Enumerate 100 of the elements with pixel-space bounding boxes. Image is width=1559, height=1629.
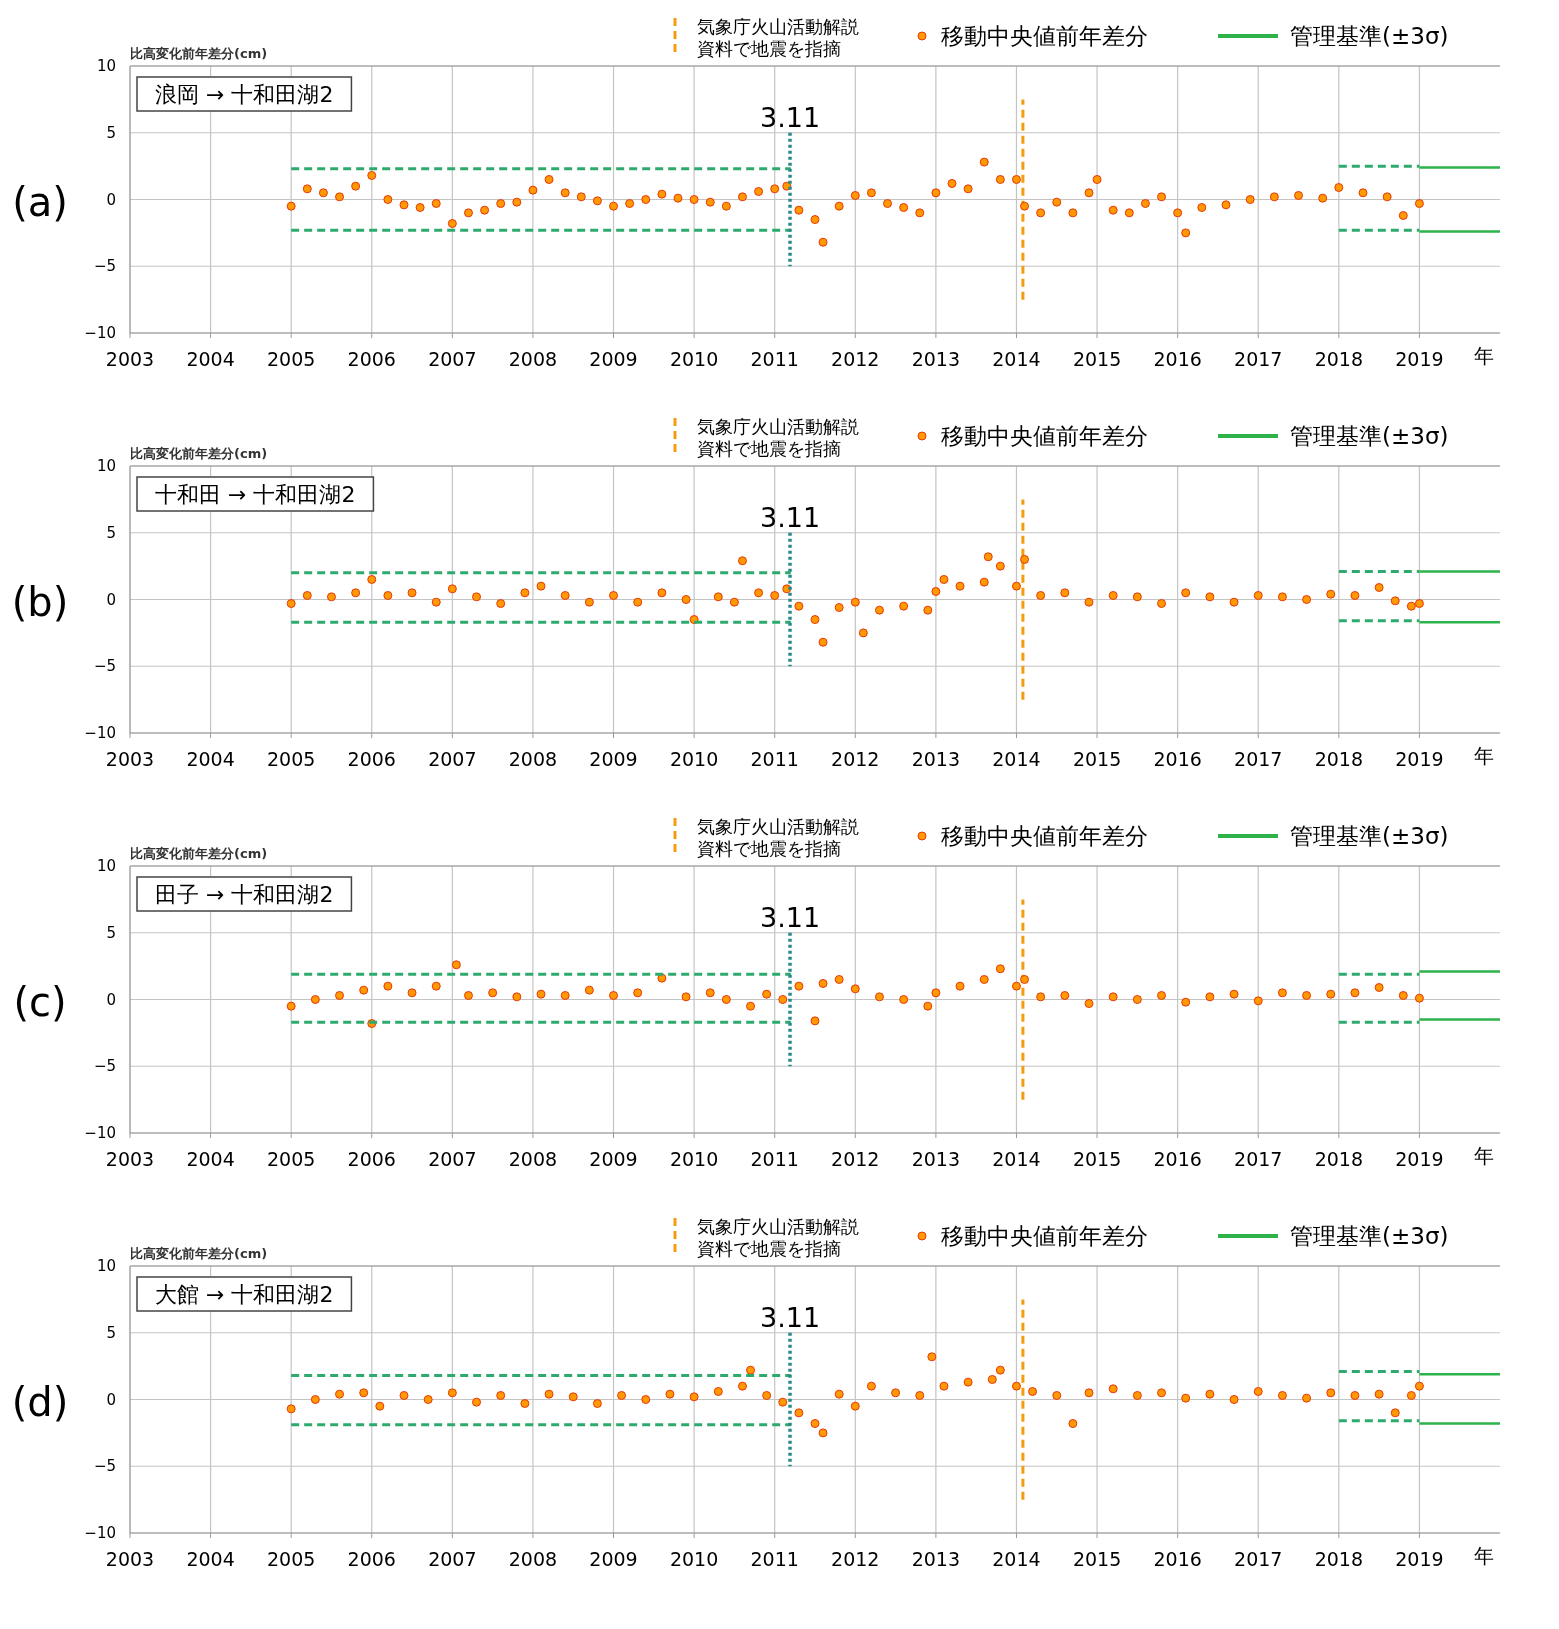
legend-label: 移動中央値前年差分 <box>941 23 1148 49</box>
x-tick-label: 2012 <box>831 348 880 370</box>
y-tick-label: −5 <box>93 657 116 676</box>
y-tick-label: 5 <box>106 123 116 142</box>
y-tick-label: 10 <box>96 57 116 75</box>
point <box>447 1388 457 1398</box>
point <box>891 1388 901 1398</box>
point <box>810 1419 820 1429</box>
y-tick-label: −5 <box>93 1057 116 1076</box>
point <box>955 981 965 991</box>
point <box>1277 988 1287 998</box>
point <box>1011 981 1021 991</box>
point <box>1326 1388 1336 1398</box>
point <box>681 992 691 1002</box>
text: (c) <box>13 979 67 1025</box>
point <box>592 1399 602 1409</box>
point <box>850 1401 860 1411</box>
x-tick-label: 2006 <box>347 348 396 370</box>
x-tick-label: 2006 <box>347 748 396 770</box>
x-tick-label: 2005 <box>267 348 316 370</box>
y-tick-label: −10 <box>84 1524 116 1542</box>
point <box>721 995 731 1004</box>
point <box>866 1381 876 1391</box>
x-tick-label: 2007 <box>428 748 477 770</box>
point <box>472 1397 482 1407</box>
x-tick-label: 2007 <box>428 1148 477 1170</box>
point <box>1326 989 1336 999</box>
x-tick-label: 2016 <box>1153 1548 1202 1570</box>
annotation: 3.11 <box>759 501 821 533</box>
point <box>359 1388 369 1398</box>
x-tick-label: 2012 <box>831 748 880 770</box>
x-tick-label: 2008 <box>508 348 558 370</box>
legend-label: 管理基準(±3σ) <box>1290 823 1449 849</box>
point <box>762 989 772 999</box>
y-axis-title: 比高変化前年差分(cm) <box>130 846 268 861</box>
point <box>1028 1386 1038 1396</box>
x-tick-label: 2018 <box>1314 1548 1363 1570</box>
text: (d) <box>11 1379 69 1425</box>
y-tick-label: 10 <box>96 457 116 475</box>
point <box>383 981 393 991</box>
x-tick-label: 2014 <box>992 1148 1041 1170</box>
x-tick-label: 2011 <box>750 1548 799 1570</box>
x-tick-label: 2003 <box>105 748 155 770</box>
x-axis-title: 年 <box>1474 1144 1494 1168</box>
y-tick-label: −10 <box>84 1124 116 1142</box>
point <box>1108 1384 1118 1394</box>
x-tick-label: 2003 <box>105 1548 155 1570</box>
y-tick-label: 0 <box>106 990 116 1009</box>
x-tick-label: 2016 <box>1153 348 1202 370</box>
point <box>1084 999 1094 1009</box>
point <box>1302 1393 1312 1403</box>
x-axis-title: 年 <box>1474 1544 1494 1568</box>
point <box>995 964 1005 974</box>
x-tick-label: 2012 <box>831 1148 880 1170</box>
x-tick-label: 2011 <box>750 348 799 370</box>
legend-label: 気象庁火山活動解説資料で地震を指摘 <box>697 816 859 859</box>
point <box>1253 996 1263 1006</box>
y-tick-label: 5 <box>106 1323 116 1342</box>
point <box>834 1389 844 1399</box>
point <box>431 981 441 991</box>
point <box>451 960 461 970</box>
x-tick-label: 2007 <box>428 348 477 370</box>
point <box>1350 1390 1360 1400</box>
point <box>810 1016 820 1026</box>
y-tick-label: −5 <box>93 257 116 276</box>
x-tick-label: 2013 <box>911 748 961 770</box>
x-tick-label: 2017 <box>1234 348 1283 370</box>
x-tick-label: 2010 <box>669 348 719 370</box>
point <box>1398 991 1408 1000</box>
x-tick-label: 2015 <box>1072 748 1122 770</box>
point <box>1011 1381 1021 1391</box>
point <box>544 1389 554 1399</box>
point <box>778 995 788 1004</box>
y-tick-label: 0 <box>106 190 116 209</box>
legend-label: 管理基準(±3σ) <box>1290 423 1449 449</box>
x-tick-label: 2011 <box>750 748 799 770</box>
point <box>1253 1386 1263 1396</box>
point <box>1390 1408 1400 1418</box>
point <box>512 992 522 1002</box>
x-tick-label: 2012 <box>831 1548 880 1570</box>
point <box>286 1404 296 1414</box>
legend-label: 気象庁火山活動解説資料で地震を指摘 <box>697 1216 859 1259</box>
point <box>778 1397 788 1407</box>
point <box>1132 1390 1142 1400</box>
x-tick-label: 2011 <box>750 1148 799 1170</box>
y-tick-label: 10 <box>96 857 116 875</box>
x-tick-label: 2019 <box>1395 1548 1444 1570</box>
point <box>931 988 941 998</box>
point <box>310 995 320 1004</box>
point <box>818 1428 828 1438</box>
point <box>1084 1388 1094 1398</box>
text: 田子 → 十和田湖2 <box>155 882 334 907</box>
x-tick-label: 2007 <box>428 1548 477 1570</box>
x-tick-label: 2009 <box>589 1148 638 1170</box>
y-tick-label: 5 <box>106 923 116 942</box>
x-tick-label: 2014 <box>992 348 1041 370</box>
x-tick-label: 2013 <box>911 348 961 370</box>
x-axis-title: 年 <box>1474 744 1494 768</box>
annotation: 3.11 <box>759 901 821 933</box>
point <box>737 1381 747 1391</box>
